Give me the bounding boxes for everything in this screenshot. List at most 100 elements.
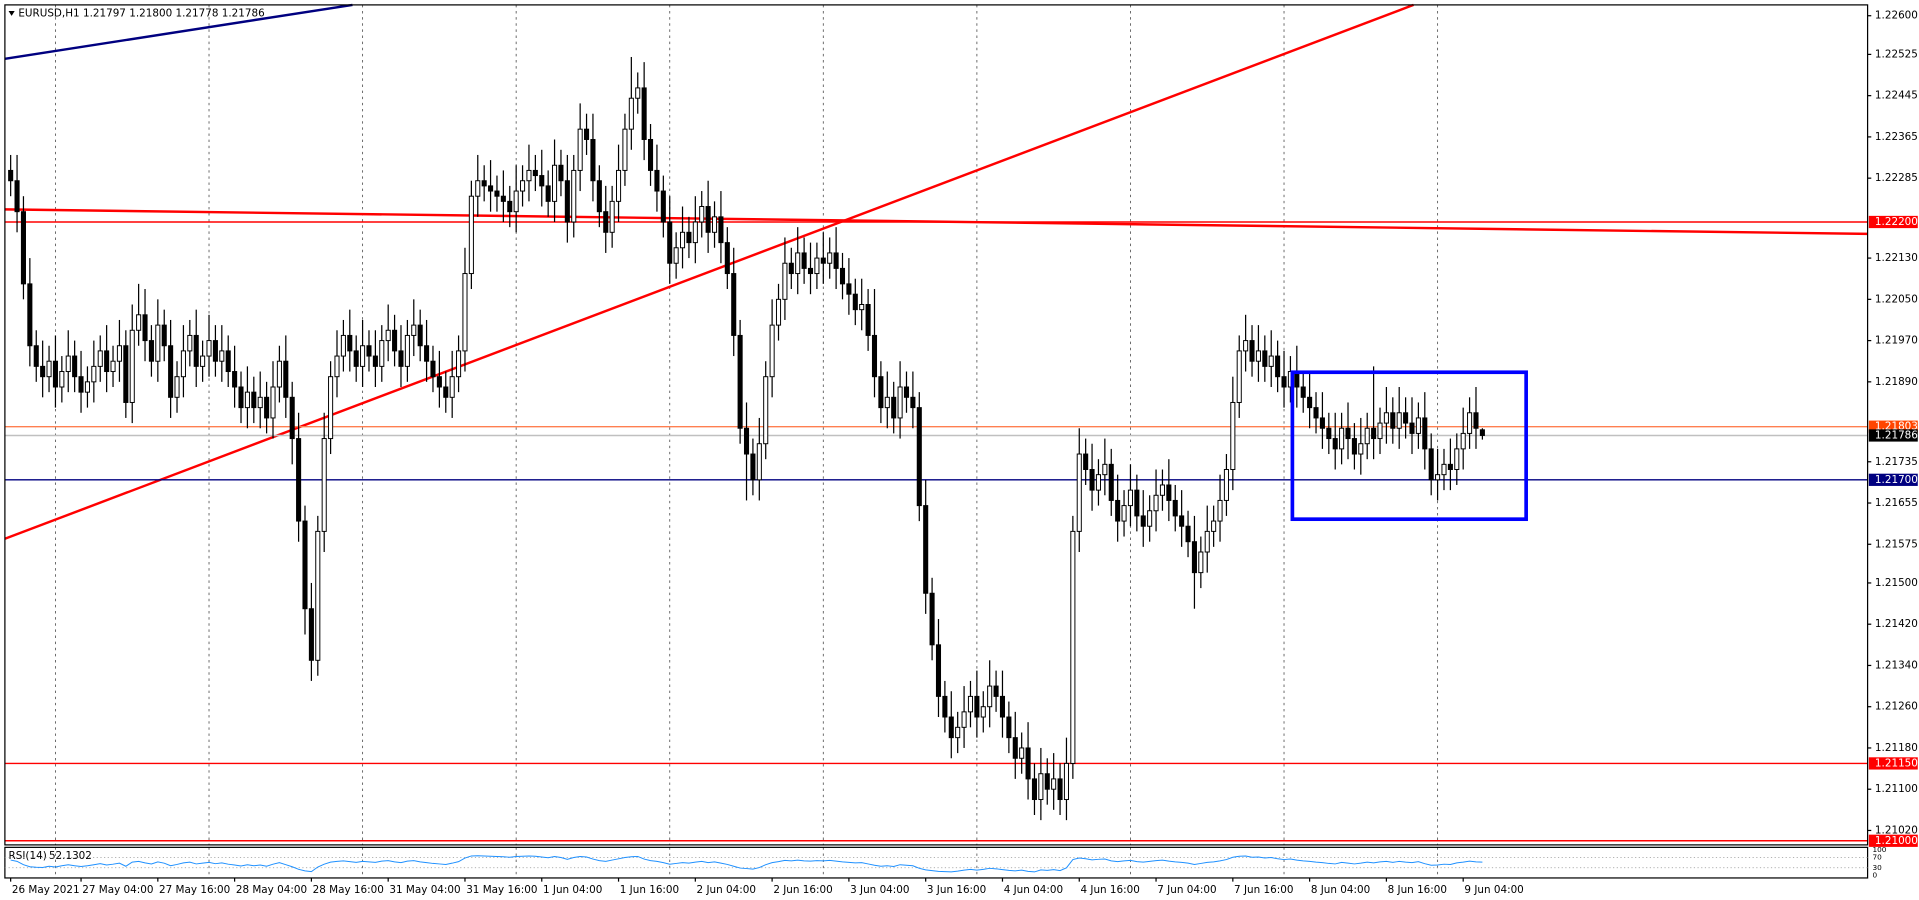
- candle-body: [1262, 350, 1268, 367]
- candle-body: [654, 169, 660, 192]
- candle-body: [679, 231, 686, 249]
- rsi-tick-label: 100: [1872, 845, 1886, 854]
- y-tick-label: 1.21890: [1875, 376, 1918, 388]
- candle-body: [14, 180, 20, 213]
- candle-body: [1153, 494, 1159, 512]
- candle-body: [1159, 484, 1165, 496]
- candle-body: [993, 685, 999, 697]
- candle-body: [1057, 778, 1063, 801]
- candles: [8, 56, 1485, 821]
- candle-body: [1326, 427, 1332, 440]
- candle-body: [1083, 453, 1089, 470]
- candle-body: [705, 206, 711, 233]
- candle-body: [340, 334, 346, 357]
- rsi-line: [10, 855, 1483, 873]
- candle-body: [884, 396, 890, 409]
- candle-body: [1441, 463, 1447, 476]
- candle-body: [692, 221, 698, 244]
- candle-body: [1006, 716, 1012, 739]
- x-tick-label: 27 May 04:00: [82, 884, 153, 896]
- level-label: 1.22200: [1875, 216, 1918, 228]
- x-tick-label: 26 May 2021: [12, 884, 80, 896]
- candle-body: [833, 252, 839, 269]
- candle-body: [513, 190, 519, 213]
- candle-body: [244, 391, 250, 409]
- candle-body: [711, 216, 718, 233]
- candle-body: [462, 273, 468, 352]
- candle-body: [289, 396, 295, 440]
- candle-body: [622, 128, 628, 171]
- candle-body: [1025, 747, 1031, 780]
- x-tick-label: 28 May 04:00: [236, 884, 307, 896]
- candle-body: [558, 164, 564, 182]
- candle-body: [1108, 463, 1114, 501]
- candle-body: [443, 386, 449, 398]
- candle-body: [782, 262, 788, 300]
- y-tick-label: 1.22130: [1875, 252, 1918, 264]
- y-tick-label: 1.22050: [1875, 293, 1918, 305]
- y-tick-label: 1.22445: [1875, 90, 1918, 102]
- trend-line: [4, 3, 353, 60]
- candle-body: [1422, 417, 1428, 450]
- candle-body: [296, 438, 302, 522]
- candle-body: [788, 262, 794, 275]
- candle-body: [603, 211, 609, 233]
- candle-body: [206, 340, 212, 357]
- candle-body: [974, 695, 980, 718]
- candle-body: [1268, 355, 1274, 367]
- candle-body: [635, 87, 641, 99]
- level-label-box: [1868, 215, 1918, 229]
- x-tick-label: 2 Jun 04:00: [697, 884, 756, 896]
- candle-body: [827, 252, 833, 264]
- candle-body: [648, 138, 654, 171]
- level-label: 1.21150: [1875, 757, 1918, 769]
- y-tick-label: 1.21970: [1875, 335, 1918, 347]
- y-tick-label: 1.22285: [1875, 172, 1918, 184]
- candle-body: [756, 443, 762, 481]
- candle-body: [430, 360, 436, 378]
- candle-body: [1179, 515, 1185, 527]
- y-tick-label: 1.21420: [1875, 618, 1918, 630]
- level-label: 1.21700: [1875, 474, 1918, 486]
- candle-body: [1185, 525, 1191, 543]
- candle-body: [1371, 427, 1377, 440]
- candle-body: [366, 345, 372, 357]
- candle-body: [20, 211, 26, 285]
- menu-arrow[interactable]: [8, 11, 15, 16]
- y-tick-label: 1.21735: [1875, 456, 1918, 468]
- candle-body: [1435, 474, 1441, 481]
- x-tick-label: 8 Jun 16:00: [1388, 884, 1447, 896]
- candle-body: [321, 438, 327, 532]
- candle-body: [590, 138, 596, 182]
- candle-body: [417, 324, 423, 347]
- candle-body: [1147, 510, 1153, 527]
- candle-body: [174, 376, 180, 398]
- candle-body: [328, 376, 334, 440]
- candle-body: [1031, 778, 1038, 801]
- candle-body: [468, 195, 474, 275]
- x-tick-label: 3 Jun 04:00: [850, 884, 909, 896]
- candle-body: [475, 180, 481, 197]
- candle-body: [1191, 541, 1197, 574]
- candle-body: [276, 360, 282, 388]
- candle-body: [673, 247, 679, 264]
- candle-body: [916, 407, 922, 507]
- candle-body: [1415, 417, 1421, 434]
- y-tick-label: 1.21260: [1875, 701, 1918, 713]
- candle-body: [219, 350, 225, 362]
- candle-body: [763, 376, 769, 445]
- candle-body: [839, 267, 846, 285]
- x-tick-label: 8 Jun 04:00: [1311, 884, 1370, 896]
- candle-body: [116, 345, 122, 362]
- candle-body: [84, 381, 90, 393]
- x-tick-label: 31 May 16:00: [466, 884, 537, 896]
- candle-body: [667, 221, 673, 264]
- candle-body: [65, 355, 71, 373]
- candle-body: [1076, 453, 1082, 532]
- candle-body: [616, 169, 622, 202]
- candle-body: [935, 644, 942, 697]
- rsi-tick-label: 30: [1872, 863, 1882, 872]
- candle-body: [1319, 417, 1325, 429]
